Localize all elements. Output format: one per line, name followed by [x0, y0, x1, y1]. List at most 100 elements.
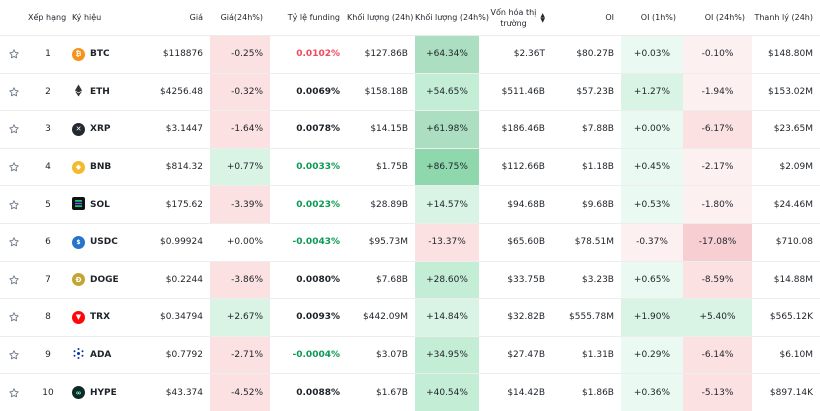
table-row[interactable]: 2 ETH $4256.48 -0.32% 0.0069% $158.18B +54.65%… — [0, 72, 820, 111]
volume-pct-cell: +86.75% — [415, 147, 479, 186]
oi-cell: $80.27B — [552, 35, 621, 74]
rank-cell: 7 — [28, 260, 68, 299]
liquidation-cell: $2.09M — [752, 147, 820, 186]
header-funding[interactable]: Tỷ lệ funding — [287, 13, 340, 22]
symbol-cell[interactable]: ₿ BTC — [68, 35, 140, 74]
market-cap-cell: $186.46B — [479, 110, 552, 149]
change-cell: -4.52% — [210, 373, 270, 411]
oi-24h-cell: -1.80% — [683, 185, 752, 224]
oi-cell: $1.86B — [552, 373, 621, 411]
table-row[interactable]: 4 ◆ BNB $814.32 +0.77% 0.0033% $1.75B +86.75% $1… — [0, 147, 820, 186]
funding-cell: 0.0023% — [270, 185, 347, 224]
table-row[interactable]: 10 ∞ HYPE $43.374 -4.52% 0.0088% $1.67B +40.54%… — [0, 373, 820, 411]
liquidation-cell: $14.88M — [752, 260, 820, 299]
volume-cell: $158.18B — [347, 72, 415, 111]
funding-cell: 0.0080% — [270, 260, 347, 299]
symbol-cell[interactable]: ∞ HYPE — [68, 373, 140, 411]
oi-1h-cell: +0.45% — [621, 147, 683, 186]
funding-cell: 0.0033% — [270, 147, 347, 186]
symbol-cell[interactable]: ETH — [68, 72, 140, 111]
star-icon[interactable] — [8, 87, 20, 97]
favorite-cell — [0, 72, 28, 111]
table-row[interactable]: 5 SOL $175.62 -3.39% 0.0023% $28.89B +14.57% $9… — [0, 185, 820, 224]
favorite-cell — [0, 110, 28, 149]
oi-cell: $3.23B — [552, 260, 621, 299]
table-row[interactable]: 8 ▼ TRX $0.34794 +2.67% 0.0093% $442.09M +14.84… — [0, 298, 820, 337]
funding-cell: 0.0088% — [270, 373, 347, 411]
header-oi-1h[interactable]: OI (1h%) — [640, 13, 676, 22]
price-cell: $0.99924 — [140, 222, 210, 262]
symbol-label: SOL — [90, 199, 110, 210]
volume-pct-cell: +28.60% — [415, 260, 479, 299]
star-icon[interactable] — [8, 387, 20, 398]
header-symbol[interactable]: Ký hiệu — [72, 13, 102, 22]
star-icon[interactable] — [8, 237, 20, 248]
header-volume[interactable]: Khối lượng (24h) — [347, 13, 414, 22]
star-icon[interactable] — [8, 275, 20, 285]
funding-cell: 0.0102% — [270, 35, 347, 74]
bnb-icon: ◆ — [72, 160, 85, 174]
header-oi[interactable]: OI — [605, 13, 614, 22]
price-cell: $0.7792 — [140, 335, 210, 374]
oi-1h-cell: -0.37% — [621, 222, 683, 262]
star-icon[interactable] — [8, 162, 20, 173]
table-row[interactable]: 9 ADA $0.7792 -2.71% -0.0004% $3.07B +34.95% $2… — [0, 335, 820, 374]
xrp-icon: ✕ — [72, 122, 85, 136]
header-volume-pct[interactable]: Khối lượng (24h%) — [415, 13, 489, 22]
funding-cell: 0.0069% — [270, 72, 347, 111]
header-rank[interactable]: Xếp hạng — [28, 13, 67, 22]
header-price[interactable]: Giá — [189, 13, 203, 22]
symbol-cell[interactable]: $ USDC — [68, 222, 140, 262]
funding-cell: 0.0093% — [270, 298, 347, 337]
favorite-cell — [0, 147, 28, 186]
symbol-label: ETH — [90, 86, 110, 97]
volume-cell: $7.68B — [347, 260, 415, 299]
symbol-cell[interactable]: Ð DOGE — [68, 260, 140, 299]
oi-24h-cell: -0.10% — [683, 35, 752, 74]
rank-cell: 3 — [28, 110, 68, 149]
volume-pct-cell: +54.65% — [415, 72, 479, 111]
oi-cell: $78.51M — [552, 222, 621, 262]
favorite-cell — [0, 335, 28, 374]
bitcoin-icon: ₿ — [72, 47, 85, 61]
favorite-cell — [0, 185, 28, 224]
market-cap-cell: $511.46B — [479, 72, 552, 111]
symbol-cell[interactable]: SOL — [68, 185, 140, 224]
favorite-cell — [0, 260, 28, 299]
star-icon[interactable] — [8, 350, 20, 361]
symbol-cell[interactable]: ✕ XRP — [68, 110, 140, 149]
symbol-label: BTC — [90, 49, 110, 60]
hyperliquid-icon: ∞ — [72, 386, 85, 400]
symbol-label: TRX — [90, 312, 111, 323]
doge-icon: Ð — [72, 273, 85, 287]
table-row[interactable]: 7 Ð DOGE $0.2244 -3.86% 0.0080% $7.68B +28.60% $… — [0, 260, 820, 299]
symbol-cell[interactable]: ▼ TRX — [68, 298, 140, 337]
symbol-label: USDC — [90, 237, 118, 248]
header-market-cap[interactable]: Vốn hóa thị trường ▲ ▼ — [479, 0, 552, 36]
symbol-cell[interactable]: ◆ BNB — [68, 147, 140, 186]
star-icon[interactable] — [8, 199, 20, 210]
oi-cell: $1.18B — [552, 147, 621, 186]
change-cell: +0.00% — [210, 222, 270, 262]
star-icon[interactable] — [8, 49, 20, 60]
table-row[interactable]: 6 $ USDC $0.99924 +0.00% -0.0043% $95.73M -13.3… — [0, 222, 820, 262]
table-row[interactable]: 3 ✕ XRP $3.1447 -1.64% 0.0078% $14.15B +61.98% $… — [0, 110, 820, 149]
price-cell: $118876 — [140, 35, 210, 74]
table-row[interactable]: 1 ₿ BTC $118876 -0.25% 0.0102% $127.86B +64.34%… — [0, 35, 820, 74]
star-icon[interactable] — [8, 124, 20, 135]
volume-cell: $95.73M — [347, 222, 415, 262]
volume-cell: $3.07B — [347, 335, 415, 374]
header-change[interactable]: Giá(24h%) — [220, 13, 263, 22]
oi-24h-cell: +5.40% — [683, 298, 752, 337]
sort-icon[interactable]: ▲ ▼ — [540, 11, 545, 24]
star-icon[interactable] — [8, 312, 20, 323]
volume-pct-cell: +34.95% — [415, 335, 479, 374]
volume-pct-cell: +64.34% — [415, 35, 479, 74]
liquidation-cell: $6.10M — [752, 335, 820, 374]
header-oi-24h[interactable]: OI (24h%) — [704, 13, 745, 22]
header-liquidation[interactable]: Thanh lý (24h) — [754, 13, 813, 22]
oi-24h-cell: -5.13% — [683, 373, 752, 411]
change-cell: -0.25% — [210, 35, 270, 74]
symbol-cell[interactable]: ADA — [68, 335, 140, 374]
